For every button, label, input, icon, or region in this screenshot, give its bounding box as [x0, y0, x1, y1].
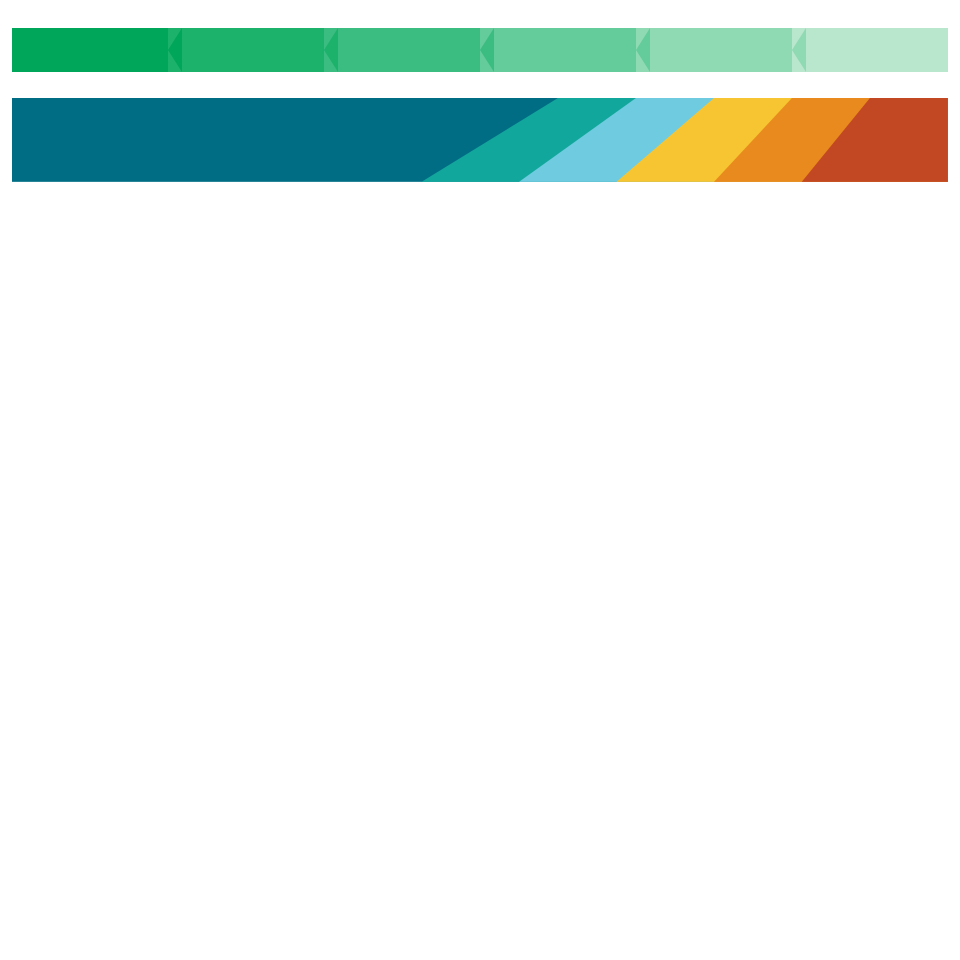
energy-gradient-bar — [12, 28, 948, 72]
performance-banner — [12, 98, 948, 184]
